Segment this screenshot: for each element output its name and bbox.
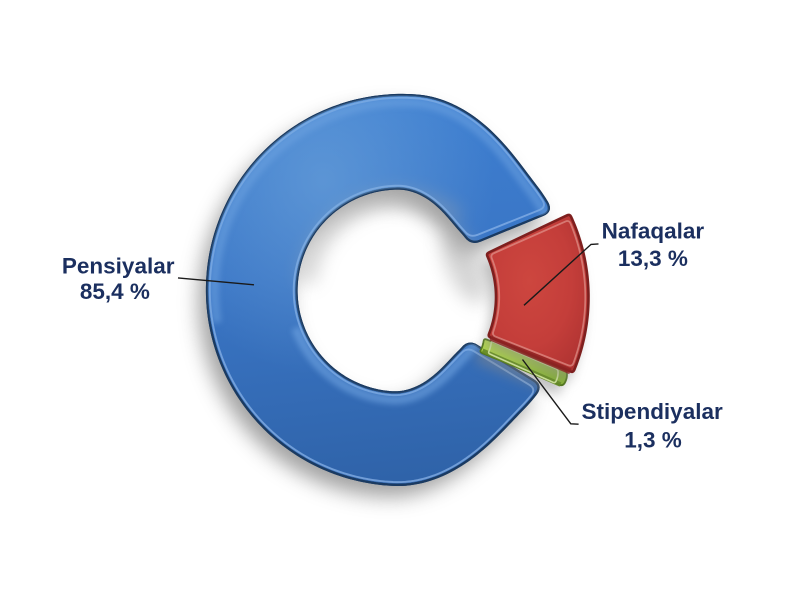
svg-text:Nafaqalar: Nafaqalar [602,219,705,244]
svg-text:85,4 %: 85,4 % [80,279,150,304]
svg-text:Pensiyalar: Pensiyalar [62,254,175,279]
svg-text:13,3 %: 13,3 % [618,246,688,271]
svg-text:Stipendiyalar: Stipendiyalar [581,399,723,424]
svg-text:1,3 %: 1,3 % [624,427,682,452]
